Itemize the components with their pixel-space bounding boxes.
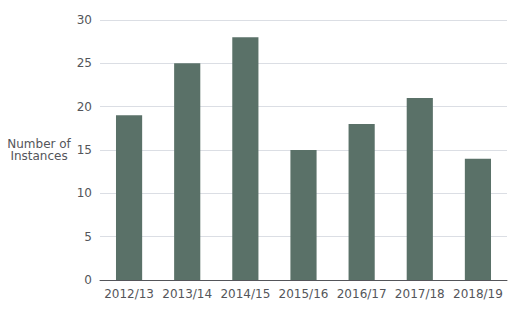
- svg-text:2018/19: 2018/19: [453, 287, 503, 301]
- svg-text:2012/13: 2012/13: [104, 287, 154, 301]
- svg-text:15: 15: [77, 143, 92, 157]
- svg-text:0: 0: [84, 273, 92, 287]
- svg-text:Number of: Number of: [7, 137, 71, 151]
- svg-text:30: 30: [77, 13, 92, 27]
- svg-text:10: 10: [77, 186, 92, 200]
- svg-text:2014/15: 2014/15: [220, 287, 270, 301]
- svg-text:20: 20: [77, 100, 92, 114]
- svg-text:2017/18: 2017/18: [395, 287, 445, 301]
- svg-text:2016/17: 2016/17: [337, 287, 387, 301]
- svg-text:Instances: Instances: [10, 149, 67, 163]
- svg-text:5: 5: [84, 230, 92, 244]
- svg-text:25: 25: [77, 56, 92, 70]
- svg-text:2015/16: 2015/16: [279, 287, 329, 301]
- svg-text:2013/14: 2013/14: [162, 287, 212, 301]
